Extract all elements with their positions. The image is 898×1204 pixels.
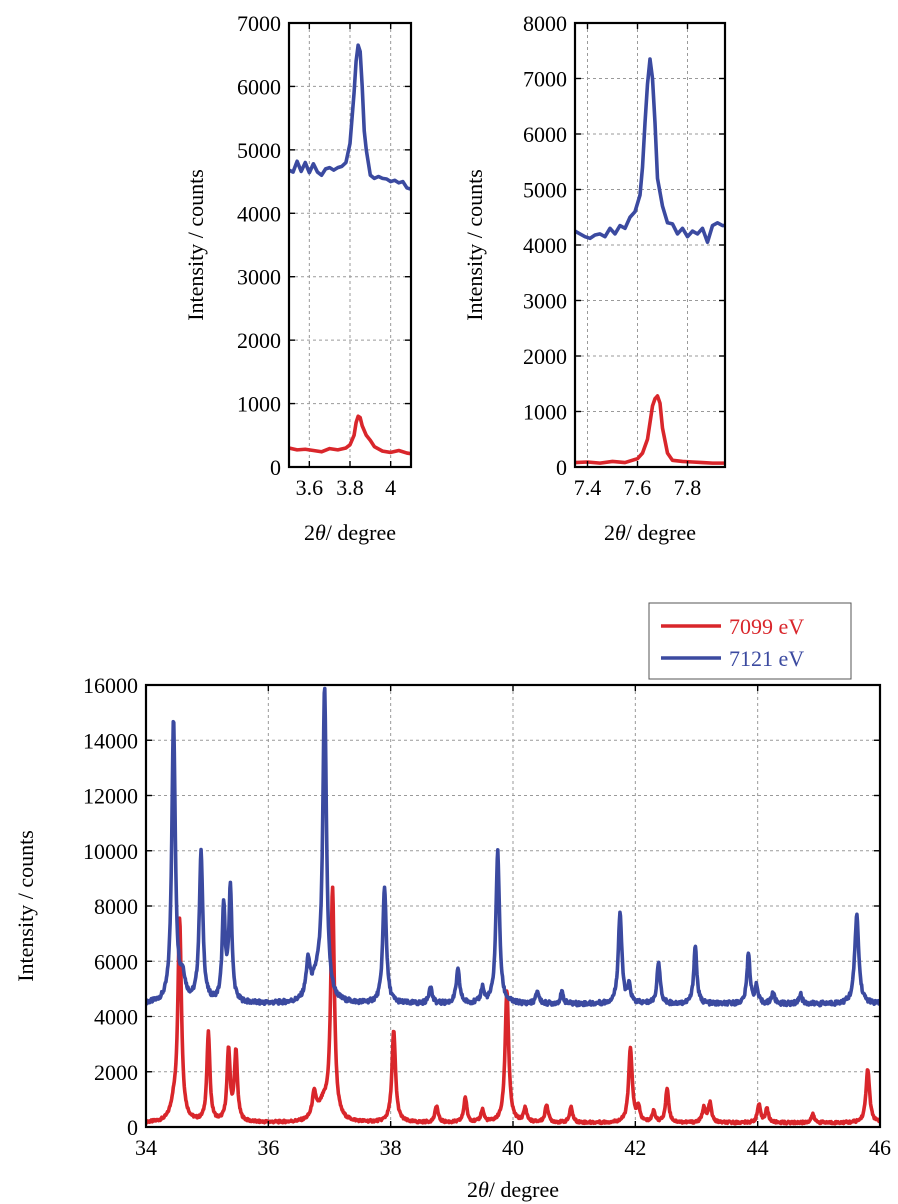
top-right-y-tick-label-1: 1000 bbox=[523, 400, 567, 425]
top-left-x-tick-label-1: 3.8 bbox=[336, 475, 364, 500]
bottom-y-axis-label: Intensity / counts bbox=[13, 830, 38, 982]
top-right-y-tick-label-8: 8000 bbox=[523, 11, 567, 36]
top-right-series-0-line bbox=[575, 57, 725, 245]
top-right-x-tick-label-0: 7.4 bbox=[574, 475, 602, 500]
top-left-y-tick-label-4: 4000 bbox=[237, 201, 281, 226]
top-right-x-axis-label: 2θ/ degree bbox=[604, 520, 696, 545]
top-right-x-tick-label-2: 7.8 bbox=[674, 475, 702, 500]
bottom-chart: 34 36 38 40 42 44 46 0 2000 4000 6000 8000 10000 1200… bbox=[13, 602, 891, 1202]
top-right-y-tick-label-6: 6000 bbox=[523, 122, 567, 147]
top-left-y-tick-label-5: 5000 bbox=[237, 138, 281, 163]
top-left-series-0-line bbox=[289, 43, 411, 191]
bottom-x-tick-label-4: 42 bbox=[624, 1135, 646, 1160]
bottom-y-tick-label-3: 6000 bbox=[94, 949, 138, 974]
legend-label-1: 7121 eV bbox=[729, 646, 804, 671]
bottom-y-tick-label-1: 2000 bbox=[94, 1060, 138, 1085]
top-right-chart: 7.4 7.6 7.8 0 1000 2000 3000 4000 5000 6000 7000 80… bbox=[462, 11, 727, 545]
bottom-series-1-line bbox=[146, 686, 880, 1008]
bottom-x-tick-label-0: 34 bbox=[135, 1135, 157, 1160]
bottom-y-tick-label-2: 4000 bbox=[94, 1005, 138, 1030]
bottom-y-tick-label-6: 12000 bbox=[83, 784, 138, 809]
legend-box bbox=[648, 602, 852, 680]
legend: 7099 eV 7121 eV bbox=[648, 602, 852, 680]
top-left-y-tick-label-7: 7000 bbox=[237, 11, 281, 36]
top-right-y-tick-label-3: 3000 bbox=[523, 289, 567, 314]
bottom-y-tick-label-4: 8000 bbox=[94, 894, 138, 919]
top-left-x-axis-label: 2θ/ degree bbox=[304, 520, 396, 545]
top-right-series-1-line bbox=[575, 394, 725, 465]
top-left-series-1-line bbox=[289, 414, 411, 456]
legend-label-0: 7099 eV bbox=[729, 614, 804, 639]
bottom-y-tick-label-8: 16000 bbox=[83, 673, 138, 698]
top-right-x-tick-label-1: 7.6 bbox=[624, 475, 652, 500]
top-left-y-tick-label-3: 3000 bbox=[237, 265, 281, 290]
top-left-y-axis-label: Intensity / counts bbox=[183, 169, 208, 321]
bottom-x-tick-label-1: 36 bbox=[257, 1135, 279, 1160]
top-right-y-tick-label-5: 5000 bbox=[523, 178, 567, 203]
bottom-y-tick-label-5: 10000 bbox=[83, 839, 138, 864]
bottom-x-tick-label-5: 44 bbox=[747, 1135, 769, 1160]
top-right-y-tick-label-0: 0 bbox=[556, 455, 567, 480]
top-left-y-tick-label-0: 0 bbox=[270, 455, 281, 480]
bottom-y-tick-label-0: 0 bbox=[127, 1115, 138, 1140]
top-left-y-tick-label-1: 1000 bbox=[237, 392, 281, 417]
top-right-y-axis-label: Intensity / counts bbox=[462, 169, 487, 321]
top-left-y-tick-label-2: 2000 bbox=[237, 328, 281, 353]
top-right-y-tick-label-4: 4000 bbox=[523, 233, 567, 258]
top-right-y-tick-label-7: 7000 bbox=[523, 67, 567, 92]
top-right-y-tick-label-2: 2000 bbox=[523, 344, 567, 369]
bottom-x-axis-label: 2θ/ degree bbox=[467, 1177, 559, 1202]
top-left-y-tick-label-6: 6000 bbox=[237, 74, 281, 99]
bottom-x-tick-label-2: 38 bbox=[380, 1135, 402, 1160]
top-left-chart: 3.6 3.8 4 0 1000 2000 3000 4000 5000 6000 7000 2θ/ … bbox=[183, 11, 413, 545]
bottom-x-tick-label-6: 46 bbox=[869, 1135, 891, 1160]
bottom-y-tick-label-7: 14000 bbox=[83, 728, 138, 753]
top-left-x-tick-label-2: 4 bbox=[385, 475, 396, 500]
bottom-x-tick-label-3: 40 bbox=[502, 1135, 524, 1160]
top-left-x-tick-label-0: 3.6 bbox=[296, 475, 324, 500]
